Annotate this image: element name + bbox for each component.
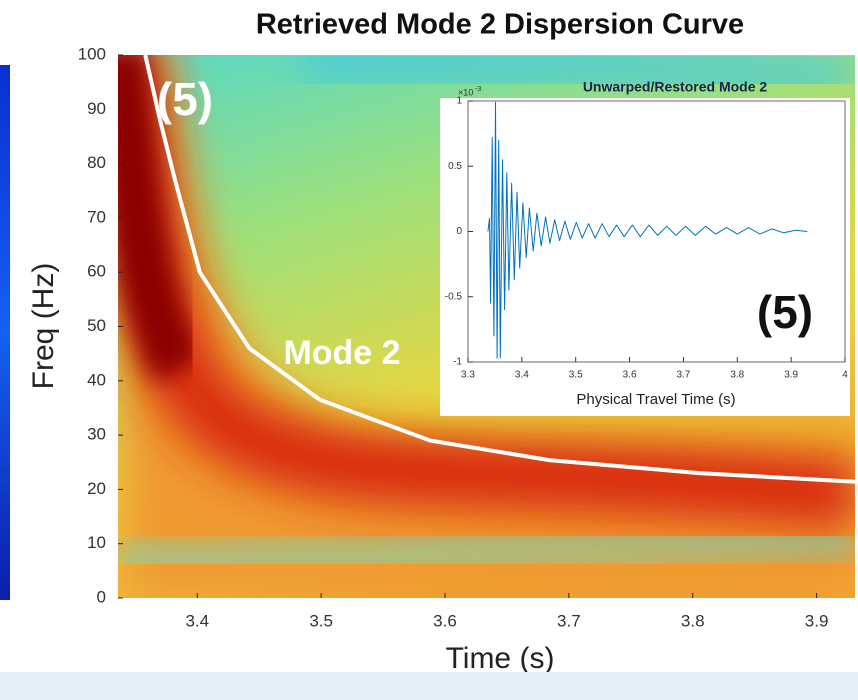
x-tick-label: 3.9 — [784, 370, 798, 381]
y-axis-label: Freq (Hz) — [27, 263, 60, 390]
x-tick-label: 3.8 — [730, 370, 744, 381]
x-tick-label: 3.7 — [557, 611, 581, 630]
y-tick-label: 80 — [87, 153, 106, 172]
y-tick-label: 20 — [87, 479, 106, 498]
y-tick-label: 90 — [87, 99, 106, 118]
y-tick-label: 0 — [456, 226, 462, 237]
y-tick-label: 40 — [87, 370, 106, 389]
x-tick-label: 3.6 — [623, 370, 637, 381]
chart-title: Retrieved Mode 2 Dispersion Curve — [256, 9, 744, 41]
x-tick-label: 3.5 — [569, 370, 583, 381]
x-tick-label: 3.3 — [461, 370, 475, 381]
x-tick-label: 3.8 — [681, 611, 705, 630]
x-tick-label: 3.5 — [309, 611, 333, 630]
y-tick-label: -1 — [453, 357, 462, 368]
y-tick-label: 0.5 — [448, 161, 462, 172]
x-tick-label: 3.9 — [805, 611, 829, 630]
x-axis-label: Physical Travel Time (s) — [576, 391, 735, 408]
x-tick-label: 3.6 — [433, 611, 457, 630]
x-tick-label: 3.4 — [185, 611, 209, 630]
data-line — [487, 101, 808, 359]
colorbar-fragment — [0, 65, 10, 600]
y-multiplier-exponent: -3 — [475, 86, 481, 93]
annotation: Mode 2 — [283, 334, 400, 372]
x-axis-label: Time (s) — [446, 642, 555, 675]
y-tick-label: -0.5 — [445, 291, 463, 302]
chart-title: Unwarped/Restored Mode 2 — [583, 79, 768, 95]
x-tick-label: 3.4 — [515, 370, 529, 381]
y-tick-label: 30 — [87, 425, 106, 444]
data-line — [143, 55, 855, 484]
annotation: (5) — [757, 286, 813, 338]
y-tick-label: 60 — [87, 262, 106, 281]
x-tick-label: 4 — [842, 370, 848, 381]
y-tick-label: 0 — [97, 587, 106, 606]
y-multiplier: ×10 — [458, 87, 473, 97]
y-tick-label: 50 — [87, 316, 106, 335]
y-tick-label: 10 — [87, 533, 106, 552]
y-tick-label: 1 — [456, 96, 462, 107]
y-tick-label: 70 — [87, 207, 106, 226]
y-tick-label: 100 — [78, 44, 106, 63]
annotation: (5) — [157, 73, 213, 125]
x-tick-label: 3.7 — [676, 370, 690, 381]
bottom-strip — [0, 672, 858, 700]
